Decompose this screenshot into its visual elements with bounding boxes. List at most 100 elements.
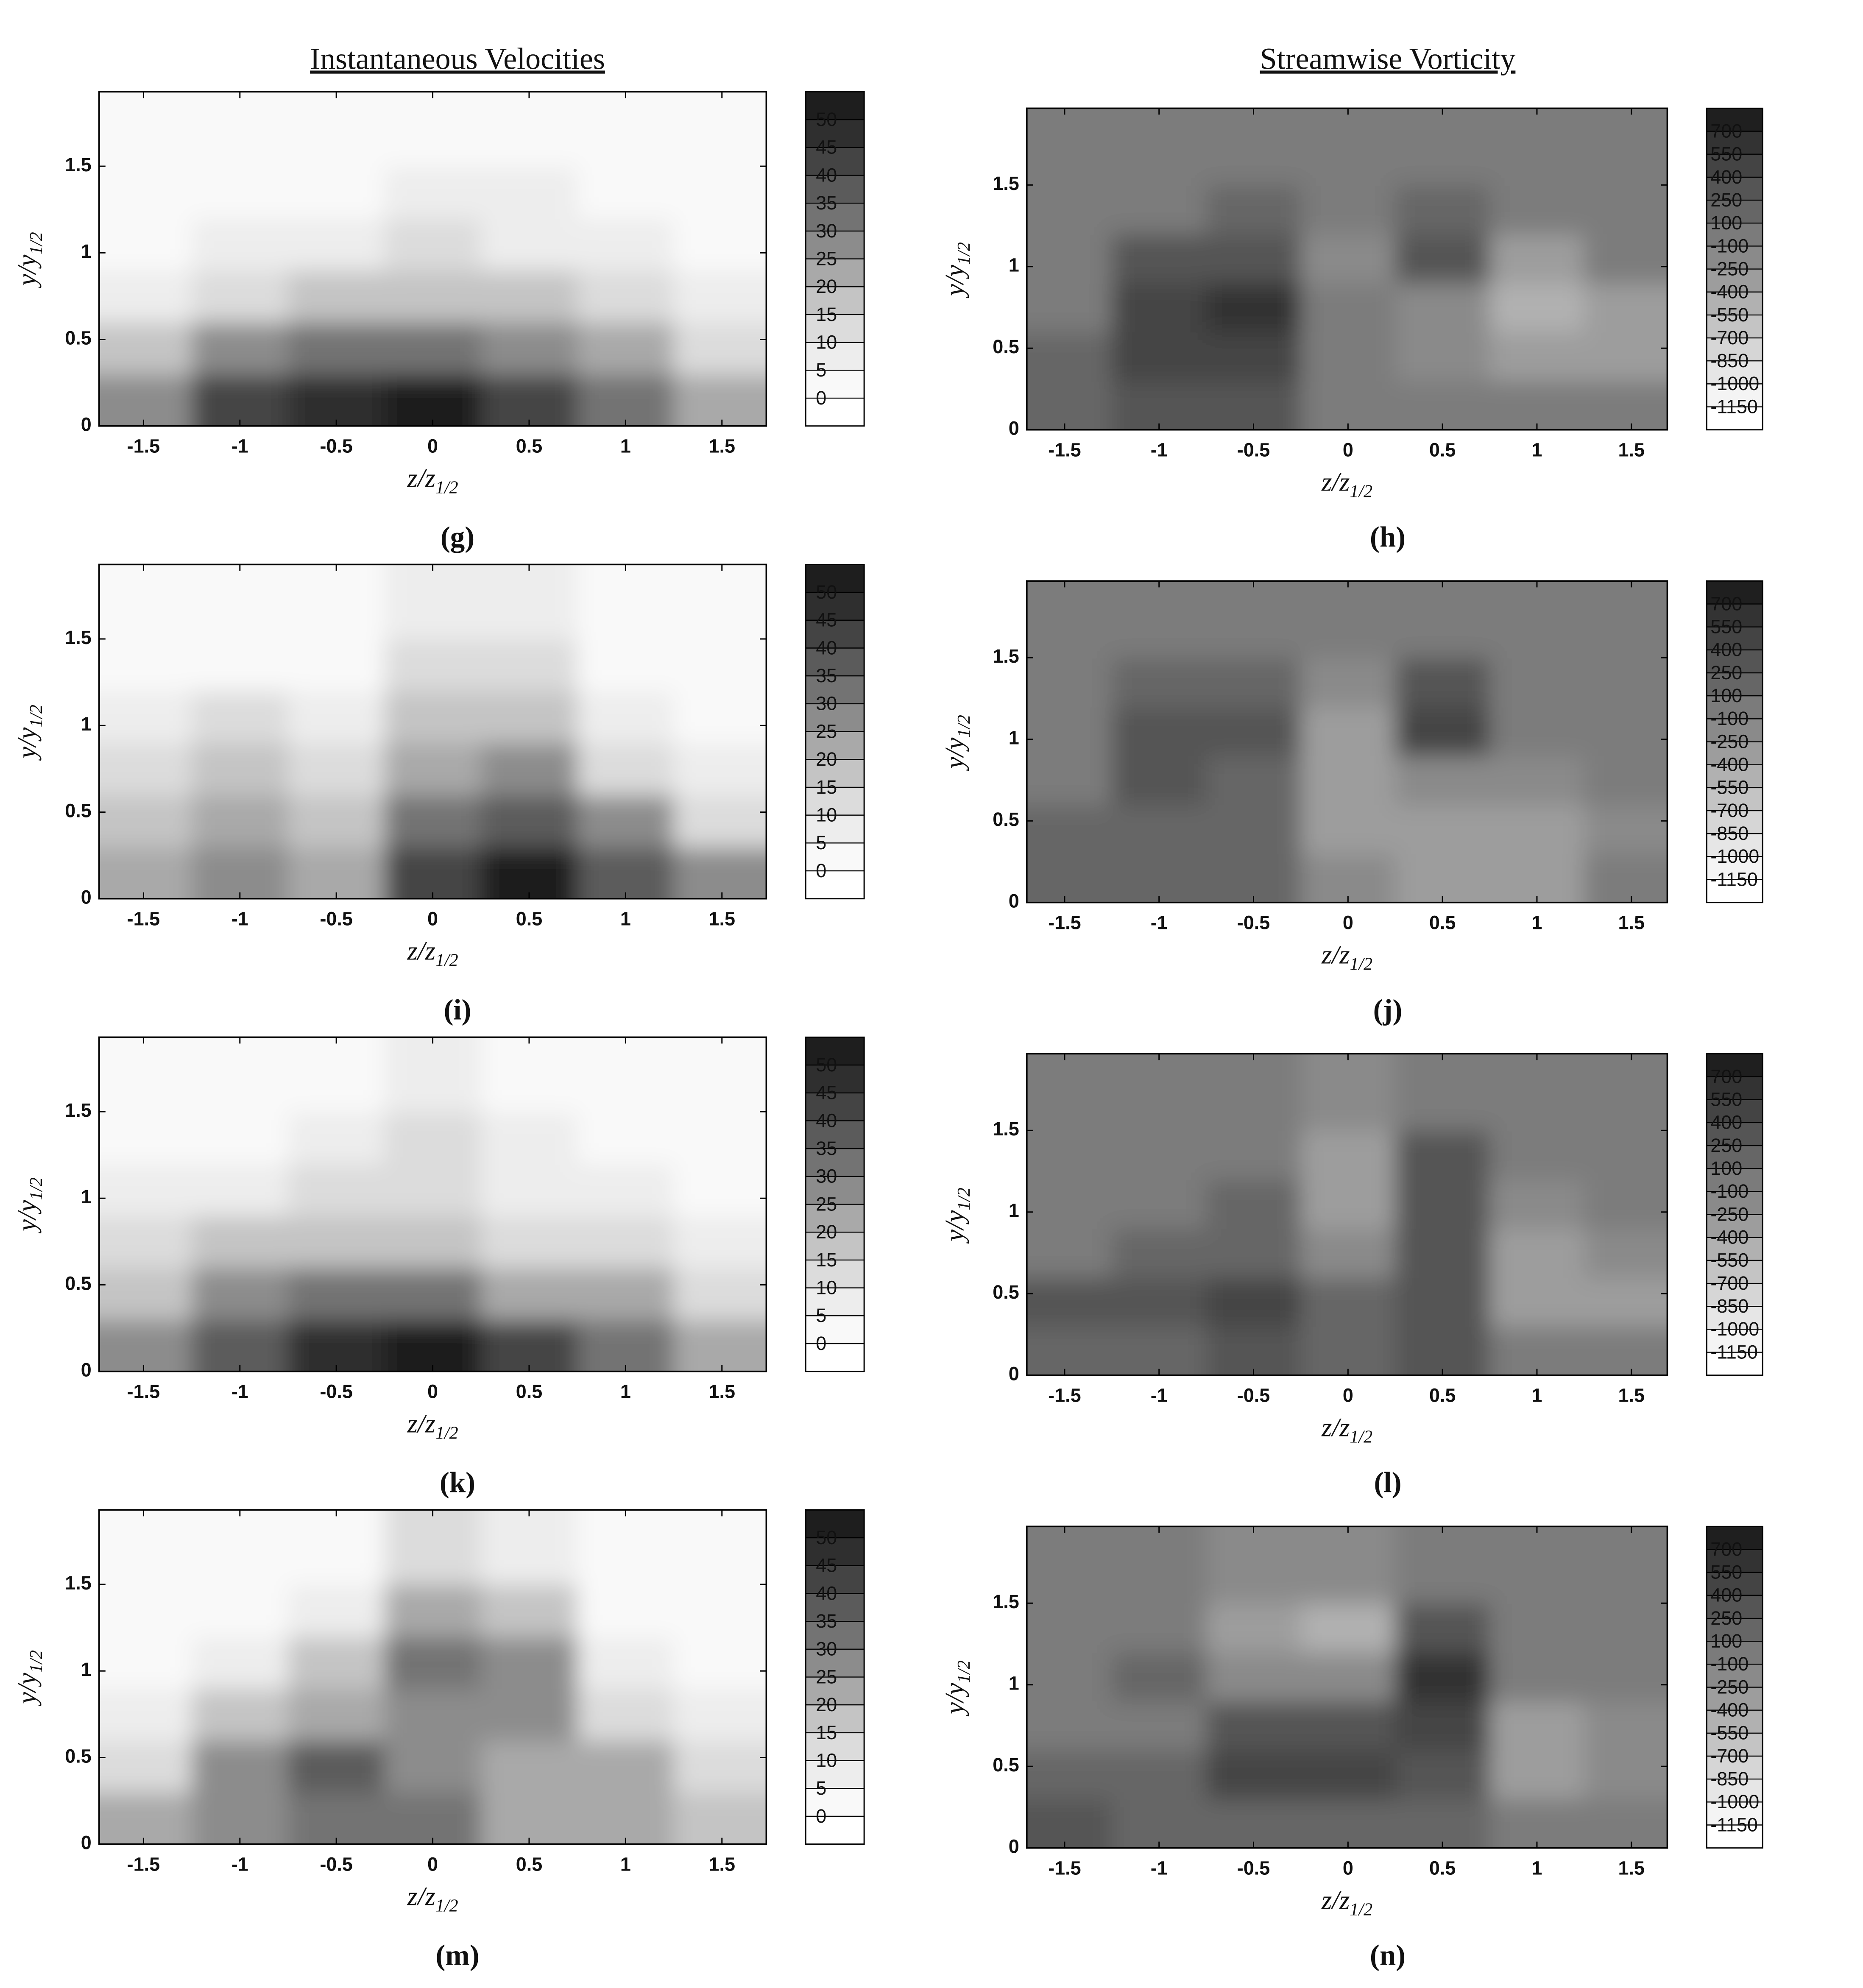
colorbar-band	[806, 1788, 865, 1817]
field-cell	[1300, 1701, 1396, 1751]
colorbar-band	[806, 871, 865, 899]
field-cell	[1395, 234, 1491, 284]
y-tick-label: 0.5	[993, 1754, 1019, 1776]
y-tick-label: 1.5	[65, 154, 91, 176]
field-cell	[288, 374, 385, 426]
field-cell	[1395, 706, 1491, 756]
colorbar-label: 40	[816, 637, 837, 658]
colorbar-label: -250	[1710, 731, 1749, 752]
colorbar-label: 50	[816, 1054, 837, 1076]
y-axis-label-sub: 1/2	[954, 1188, 974, 1210]
panel: -1.5 -1 -0.5 0 0.5 1 1.500.511.5z/z1/2y/y1/2In…	[12, 42, 865, 553]
colorbar-label: 250	[1710, 189, 1742, 211]
field-cell	[1489, 1054, 1585, 1131]
colorbar-band	[1707, 1214, 1763, 1238]
colorbar-label: -1000	[1710, 845, 1759, 867]
field-cell	[1112, 853, 1207, 903]
field-cell	[384, 1267, 482, 1320]
colorbar-band	[1707, 384, 1763, 407]
colorbar-band	[1707, 1146, 1763, 1169]
y-axis-label-text: y/y	[940, 738, 969, 771]
field-cell	[192, 270, 289, 323]
colorbar-band	[806, 592, 865, 621]
colorbar-label: 25	[816, 1193, 837, 1215]
field-cell	[674, 1267, 767, 1320]
field-cell	[674, 847, 767, 899]
field-cell	[674, 1636, 767, 1689]
colorbar-band	[1707, 1099, 1763, 1123]
field-cell	[1584, 1750, 1668, 1800]
y-tick-label: 1	[1009, 727, 1019, 749]
field-cell	[481, 166, 578, 219]
field-cell	[192, 92, 289, 167]
colorbar-label: 30	[816, 1638, 837, 1660]
colorbar-label: -250	[1710, 258, 1749, 279]
colorbar-band	[1707, 1779, 1763, 1803]
field-cell	[99, 1636, 192, 1689]
y-axis-label-sub: 1/2	[27, 232, 46, 255]
field-cell	[1112, 1750, 1207, 1800]
field-cell	[1584, 1277, 1668, 1327]
field-cell	[1489, 1799, 1585, 1848]
field-cell	[1584, 1526, 1668, 1604]
colorbar-label: 550	[1710, 616, 1742, 638]
x-tick-label: -0.5	[320, 1854, 352, 1875]
x-axis-label: z/z1/2	[1321, 1413, 1372, 1447]
colorbar-label: 100	[1710, 212, 1742, 234]
x-tick-label: 1	[620, 908, 631, 930]
field-cell	[1300, 108, 1396, 186]
x-tick-label: 0.5	[516, 908, 542, 930]
field-cell	[99, 639, 192, 692]
colorbar-label: -1150	[1710, 396, 1758, 417]
colorbar-label: 10	[816, 332, 837, 353]
colorbar-label: -250	[1710, 1203, 1749, 1225]
field	[99, 1037, 767, 1372]
x-tick-label: -0.5	[320, 1381, 352, 1402]
colorbar-label: 400	[1710, 1584, 1742, 1606]
colorbar-band	[1707, 742, 1763, 765]
field-cell	[192, 218, 289, 271]
colorbar-label: -550	[1710, 1249, 1749, 1271]
field-cell	[481, 1740, 578, 1793]
field-cell	[1489, 1750, 1585, 1800]
field-cell	[1395, 1054, 1491, 1131]
y-tick-label: 1.5	[65, 1099, 91, 1121]
field-cell	[1300, 853, 1396, 903]
x-tick-label: 0	[427, 908, 438, 930]
colorbar-frame	[1706, 580, 1763, 903]
x-tick-label: -1.5	[1048, 912, 1081, 934]
colorbar-band	[1707, 1168, 1763, 1192]
panel-label: (i)	[443, 993, 471, 1026]
x-axis-label-text: z/z	[1321, 467, 1350, 497]
y-axis-label: y/y1/2	[12, 1177, 46, 1234]
y-tick-label: 1	[81, 240, 92, 262]
colorbar-band	[1707, 1664, 1763, 1688]
field-cell	[481, 795, 578, 848]
colorbar-label: -550	[1710, 777, 1749, 798]
x-tick-label: 0.5	[516, 1854, 542, 1875]
field-cells	[99, 1510, 767, 1844]
colorbar-band	[806, 1510, 865, 1538]
colorbar-label: -100	[1710, 708, 1749, 729]
x-tick-label: -0.5	[1237, 912, 1270, 934]
field-cell	[1300, 1179, 1396, 1229]
field-cell	[1112, 1228, 1207, 1278]
colorbar-band	[806, 370, 865, 399]
field-cell	[481, 1037, 578, 1112]
colorbar-label: 25	[816, 248, 837, 269]
colorbar-label: 5	[816, 1777, 826, 1799]
field-cell	[481, 1636, 578, 1689]
colorbar-label: 20	[816, 1221, 837, 1243]
field-cell	[674, 1037, 767, 1112]
field-cell	[192, 1584, 289, 1637]
x-tick-label: 1.5	[1618, 439, 1645, 461]
field-cell	[1300, 706, 1396, 756]
field-cell	[384, 1740, 482, 1793]
panel-label: (m)	[435, 1939, 479, 1971]
colorbar-band	[1707, 787, 1763, 811]
field-cell	[1395, 1603, 1491, 1653]
colorbar-band	[1707, 177, 1763, 201]
colorbar-band	[806, 259, 865, 287]
